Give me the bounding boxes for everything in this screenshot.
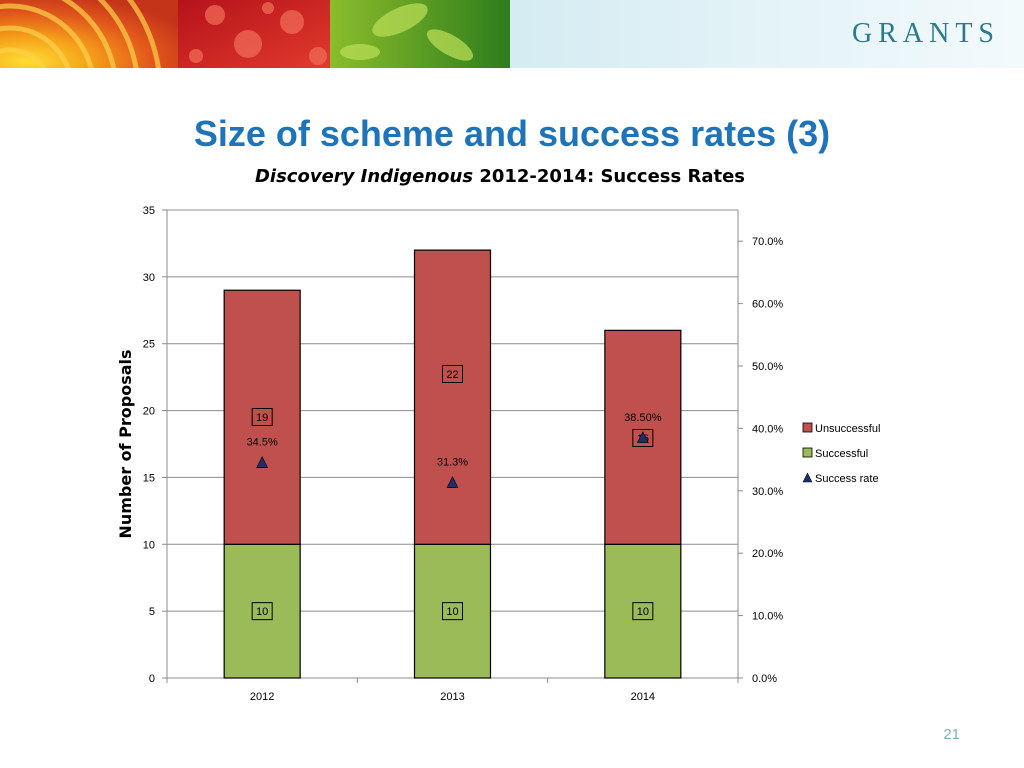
x-tick-label: 2014 xyxy=(631,691,655,703)
data-label-successful-box xyxy=(442,602,463,621)
y-tick-label: 5 xyxy=(149,606,155,618)
x-tick-label: 2012 xyxy=(250,691,274,703)
data-label-unsuccessful-box xyxy=(632,429,654,447)
bar-successful-2012 xyxy=(223,543,301,679)
legend-label: Success rate xyxy=(815,473,879,485)
y2-tick-label: 40.0% xyxy=(752,423,783,435)
y-axis-title: Number of Proposals xyxy=(116,349,135,538)
data-label-successful: 10 xyxy=(256,606,268,618)
success-rate-marker xyxy=(636,431,649,444)
y-tick-label: 35 xyxy=(143,205,155,217)
page-number: 21 xyxy=(943,726,960,743)
chart-title: Discovery Indigenous 2012-2014: Success … xyxy=(0,166,1000,187)
bar-successful-2014 xyxy=(604,543,682,679)
data-label-successful-box xyxy=(251,602,273,621)
y2-tick-label: 10.0% xyxy=(752,611,783,623)
y-tick-label: 25 xyxy=(143,339,155,351)
chart-title-italic: Discovery Indigenous xyxy=(254,166,474,187)
chart-title-rest: 2012-2014: Success Rates xyxy=(473,166,745,187)
slide-title: Size of scheme and success rates (3) xyxy=(193,113,831,154)
brand-logo: GRANTS xyxy=(851,18,1000,49)
banner-image xyxy=(0,0,1024,68)
bar-unsuccessful-2012 xyxy=(223,289,301,545)
success-rate-marker xyxy=(256,456,269,469)
y-tick-label: 20 xyxy=(143,406,155,418)
x-tick-label: 2013 xyxy=(440,691,464,703)
data-label-successful: 10 xyxy=(446,606,458,618)
legend-label: Unsuccessful xyxy=(815,423,880,435)
y-tick-label: 30 xyxy=(143,272,155,284)
bar-successful-2013 xyxy=(413,543,492,679)
y-tick-label: 10 xyxy=(143,539,155,551)
legend-swatch-successful xyxy=(802,447,813,458)
data-label-successful-box xyxy=(632,602,654,621)
bar-unsuccessful-2013 xyxy=(413,249,492,545)
success-rate-label: 34.5% xyxy=(247,437,278,449)
legend-marker-success-rate xyxy=(802,472,813,483)
y2-tick-label: 30.0% xyxy=(752,486,783,498)
y2-tick-label: 60.0% xyxy=(752,299,783,311)
data-label-unsuccessful-box xyxy=(251,408,273,426)
header-banner: GRANTS xyxy=(0,0,1024,68)
data-label-successful: 10 xyxy=(637,606,649,618)
legend-swatch-unsuccessful xyxy=(802,422,813,433)
data-label-unsuccessful: 22 xyxy=(446,369,458,381)
y2-tick-label: 50.0% xyxy=(752,361,783,373)
data-label-unsuccessful-box xyxy=(442,365,463,383)
success-rate-marker xyxy=(446,476,459,488)
y2-tick-label: 0.0% xyxy=(752,673,777,685)
y-tick-label: 0 xyxy=(149,673,155,685)
y2-tick-label: 20.0% xyxy=(752,548,783,560)
legend-label: Successful xyxy=(815,448,868,460)
y-tick-label: 15 xyxy=(143,472,155,484)
success-rate-label: 31.3% xyxy=(437,457,468,469)
y2-tick-label: 70.0% xyxy=(752,236,783,248)
success-rate-label: 38.50% xyxy=(624,412,662,424)
data-label-unsuccessful: 19 xyxy=(256,412,268,424)
